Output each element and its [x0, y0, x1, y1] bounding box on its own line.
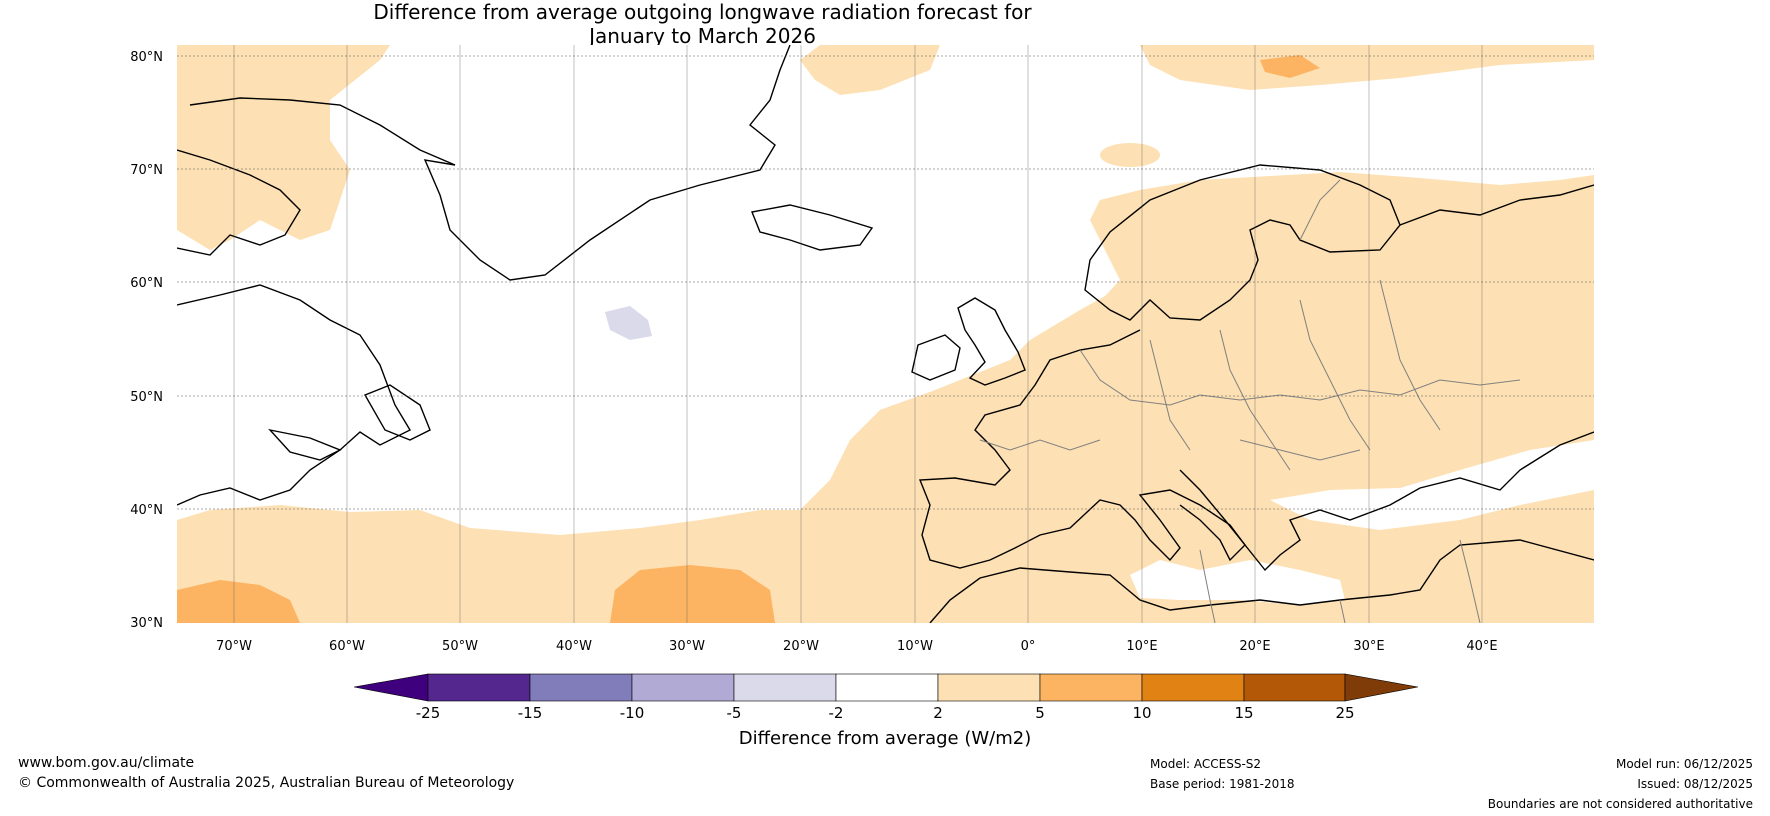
title-line-2: January to March 2026 — [589, 24, 816, 48]
lon-label-10e: 10°E — [1126, 639, 1157, 654]
lon-label-30e: 30°E — [1353, 639, 1384, 654]
anomaly-area-white-mediterranean — [1130, 560, 1345, 605]
country-borders — [979, 179, 1521, 623]
lon-label-60w: 60°W — [329, 639, 365, 654]
colorbar-extend-high — [1344, 673, 1419, 702]
anomaly-area-5-10-arctic — [1260, 55, 1320, 78]
lon-label-20w: 20°W — [783, 639, 819, 654]
lon-label-50w: 50°W — [442, 639, 478, 654]
coastline-iceland — [751, 204, 874, 251]
colorbar-tick-9: 15 — [1234, 704, 1253, 722]
colorbar-segment-9 — [1243, 673, 1346, 702]
coastline-greenland — [423, 45, 791, 281]
coastline-labrador — [177, 284, 411, 506]
coastline-nova-scotia — [268, 428, 342, 461]
lat-label-60n: 60°N — [130, 276, 163, 291]
border-line-7 — [1239, 439, 1361, 461]
lon-label-70w: 70°W — [216, 639, 252, 654]
colorbar-tick-6: 2 — [933, 704, 943, 722]
coastline-great-britain — [957, 297, 1026, 386]
graticule — [177, 45, 1594, 623]
title-line-1: Difference from average outgoing longwav… — [373, 0, 1032, 24]
border-line-4 — [1299, 299, 1371, 451]
lon-label-0: 0° — [1021, 639, 1036, 654]
colorbar-segment-8 — [1141, 673, 1245, 702]
coastline-italy — [1179, 469, 1246, 562]
footer-url: www.bom.gov.au/climate — [18, 755, 195, 771]
lon-label-40e: 40°E — [1466, 639, 1497, 654]
colorbar-tick-8: 10 — [1132, 704, 1151, 722]
border-line-5 — [1379, 279, 1441, 431]
colorbar-tick-10: 25 — [1335, 704, 1354, 722]
colorbar-extend-low — [353, 673, 429, 702]
colorbar-segment-6 — [937, 673, 1041, 702]
colorbar-tick-1: -25 — [416, 704, 441, 722]
map-panel — [177, 45, 1594, 623]
lat-label-30n: 30°N — [130, 616, 163, 631]
colorbar-segment-2 — [529, 673, 633, 702]
colorbar — [353, 673, 1419, 702]
colorbar-tick-7: 5 — [1035, 704, 1045, 722]
lon-label-30w: 30°W — [669, 639, 705, 654]
border-line-6 — [1299, 179, 1341, 241]
colorbar-segment-5 — [835, 673, 939, 702]
coastline-canadian-arctic — [189, 97, 456, 166]
border-line-9 — [1459, 539, 1481, 623]
footer-disclaimer: Boundaries are not considered authoritat… — [1487, 797, 1753, 811]
coastline-north-africa — [929, 539, 1594, 623]
lon-label-40w: 40°W — [556, 639, 592, 654]
colorbar-tick-4: -5 — [727, 704, 742, 722]
anomaly-area-2-5-west-patch — [273, 135, 317, 155]
anomaly-area-2-5-atlantic — [177, 392, 990, 623]
border-line-2 — [1149, 339, 1191, 451]
border-line-10 — [1339, 599, 1346, 623]
border-line-8 — [979, 439, 1101, 451]
footer-base-period: Base period: 1981-2018 — [1150, 777, 1295, 791]
border-line-3 — [1219, 329, 1291, 471]
lat-label-80n: 80°N — [130, 50, 163, 65]
colorbar-tick-2: -15 — [518, 704, 543, 722]
colorbar-segment-1 — [427, 673, 531, 702]
lat-label-70n: 70°N — [130, 163, 163, 178]
footer-copyright: © Commonwealth of Australia 2025, Austra… — [18, 775, 515, 791]
chart-title: Difference from average outgoing longwav… — [0, 0, 1405, 48]
longitude-labels: 70°W 60°W 50°W 40°W 30°W 20°W 10°W 0° 10… — [216, 639, 1498, 654]
lat-label-40n: 40°N — [130, 503, 163, 518]
colorbar-segment-4 — [733, 673, 837, 702]
anomaly-area-2-5-svalbard-patch — [1100, 143, 1160, 167]
colorbar-segment-7 — [1039, 673, 1143, 702]
border-line-11 — [1199, 549, 1216, 623]
latitude-labels: 80°N 70°N 60°N 50°N 40°N 30°N — [130, 50, 163, 631]
lon-label-20e: 20°E — [1239, 639, 1270, 654]
lat-label-50n: 50°N — [130, 390, 163, 405]
coastline-ireland — [911, 334, 961, 381]
anomaly-area-2-5-north — [800, 45, 940, 95]
coastline-russia-north — [1399, 184, 1594, 226]
anomaly-area-5-10-west — [177, 580, 300, 623]
lon-label-10w: 10°W — [897, 639, 933, 654]
anomaly-area-minus2-minus5 — [605, 306, 652, 340]
coastline-western-europe — [918, 329, 1594, 572]
footer-model-run: Model run: 06/12/2025 — [1615, 757, 1753, 771]
colorbar-segment-3 — [631, 673, 735, 702]
footer-model: Model: ACCESS-S2 — [1150, 757, 1262, 771]
colorbar-label: Difference from average (W/m2) — [738, 728, 1032, 749]
colorbar-tick-5: -2 — [829, 704, 844, 722]
colorbar-tick-3: -10 — [620, 704, 645, 722]
border-line-1 — [1079, 349, 1521, 406]
coastline-newfoundland — [363, 384, 431, 441]
anomaly-area-5-10-atlantic — [610, 565, 775, 623]
footer-issued: Issued: 08/12/2025 — [1637, 777, 1753, 791]
coastlines — [177, 45, 1594, 623]
coastline-baffin — [177, 149, 301, 256]
colorbar-ticks: -25 -15 -10 -5 -2 2 5 10 15 25 — [416, 704, 1355, 722]
